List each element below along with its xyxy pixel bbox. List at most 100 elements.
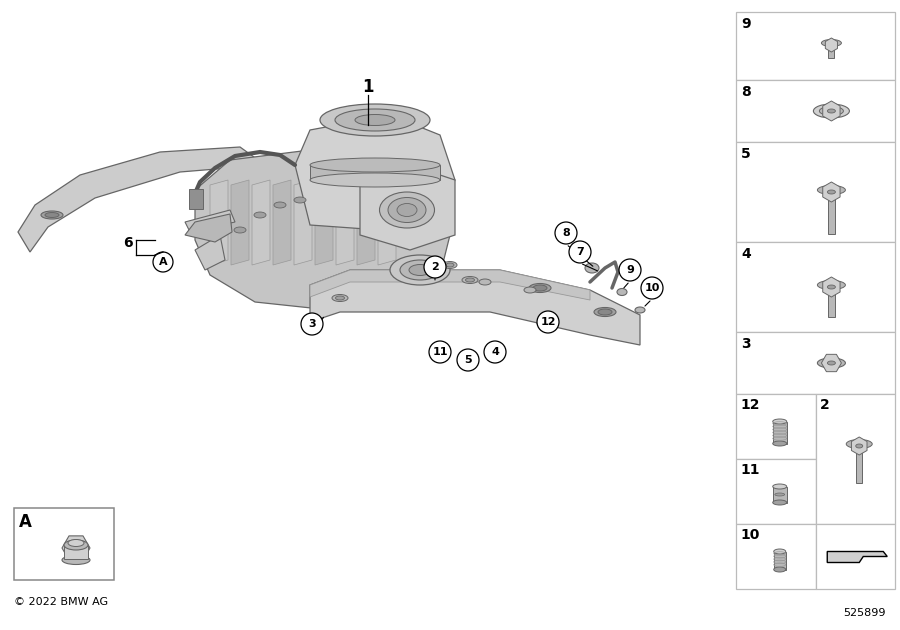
FancyBboxPatch shape: [828, 285, 835, 317]
Text: 12: 12: [540, 317, 556, 327]
Polygon shape: [822, 354, 842, 372]
Circle shape: [429, 341, 451, 363]
FancyBboxPatch shape: [189, 189, 203, 209]
Circle shape: [537, 311, 559, 333]
Circle shape: [457, 349, 479, 371]
FancyBboxPatch shape: [773, 421, 787, 444]
Polygon shape: [273, 180, 291, 265]
Polygon shape: [823, 182, 840, 202]
Ellipse shape: [320, 104, 430, 136]
Ellipse shape: [814, 104, 850, 118]
Ellipse shape: [774, 549, 786, 554]
Ellipse shape: [355, 115, 395, 125]
Polygon shape: [310, 270, 640, 345]
Text: 2: 2: [431, 262, 439, 272]
Circle shape: [484, 341, 506, 363]
Text: 3: 3: [741, 337, 751, 351]
Polygon shape: [195, 150, 450, 310]
Text: 8: 8: [562, 228, 570, 238]
Ellipse shape: [827, 190, 835, 194]
Text: 5: 5: [464, 355, 472, 365]
Ellipse shape: [397, 203, 417, 217]
Ellipse shape: [817, 185, 845, 195]
FancyBboxPatch shape: [310, 165, 440, 180]
Text: 4: 4: [741, 247, 751, 261]
Ellipse shape: [234, 227, 246, 233]
Circle shape: [153, 252, 173, 272]
Text: 11: 11: [740, 463, 760, 477]
Polygon shape: [252, 180, 270, 265]
Ellipse shape: [827, 361, 835, 365]
Polygon shape: [336, 180, 354, 265]
Polygon shape: [310, 270, 590, 300]
Text: 11: 11: [432, 347, 448, 357]
FancyBboxPatch shape: [774, 551, 786, 570]
Text: A: A: [19, 513, 32, 531]
Ellipse shape: [68, 539, 84, 546]
Ellipse shape: [585, 263, 599, 273]
FancyBboxPatch shape: [736, 80, 895, 142]
Ellipse shape: [332, 294, 348, 302]
Ellipse shape: [462, 277, 478, 284]
FancyBboxPatch shape: [64, 545, 88, 559]
Text: A: A: [158, 257, 167, 267]
Ellipse shape: [41, 211, 63, 219]
Polygon shape: [231, 180, 249, 265]
FancyBboxPatch shape: [736, 394, 815, 459]
Ellipse shape: [529, 284, 551, 292]
Text: 12: 12: [740, 398, 760, 412]
Polygon shape: [185, 214, 232, 242]
Text: 3: 3: [308, 319, 316, 329]
FancyBboxPatch shape: [828, 44, 834, 58]
Polygon shape: [195, 235, 225, 270]
Text: 525899: 525899: [843, 608, 886, 618]
Polygon shape: [18, 147, 265, 252]
FancyBboxPatch shape: [736, 12, 895, 80]
Text: 6: 6: [123, 236, 133, 250]
Ellipse shape: [62, 556, 90, 564]
Ellipse shape: [294, 197, 306, 203]
Polygon shape: [827, 551, 887, 563]
Ellipse shape: [465, 278, 474, 282]
Ellipse shape: [822, 40, 842, 47]
FancyBboxPatch shape: [736, 332, 895, 394]
Text: 10: 10: [644, 283, 660, 293]
Ellipse shape: [254, 212, 266, 218]
Ellipse shape: [773, 500, 787, 505]
Circle shape: [569, 241, 591, 263]
Ellipse shape: [827, 285, 835, 289]
Text: 4: 4: [491, 347, 499, 357]
Ellipse shape: [45, 212, 59, 217]
Polygon shape: [294, 180, 312, 265]
Ellipse shape: [64, 540, 88, 550]
Ellipse shape: [773, 484, 787, 489]
Text: 8: 8: [741, 85, 751, 99]
Polygon shape: [823, 277, 840, 297]
Ellipse shape: [443, 261, 457, 268]
FancyBboxPatch shape: [736, 142, 895, 242]
Circle shape: [619, 259, 641, 281]
Ellipse shape: [446, 263, 454, 267]
FancyBboxPatch shape: [736, 242, 895, 332]
FancyBboxPatch shape: [14, 508, 114, 580]
Ellipse shape: [817, 358, 845, 368]
Polygon shape: [295, 115, 455, 230]
FancyBboxPatch shape: [828, 190, 835, 234]
Text: 2: 2: [820, 398, 829, 412]
Circle shape: [424, 256, 446, 278]
Ellipse shape: [774, 567, 786, 572]
Polygon shape: [360, 165, 455, 250]
Circle shape: [641, 277, 663, 299]
Ellipse shape: [380, 192, 435, 228]
Ellipse shape: [533, 285, 547, 291]
Polygon shape: [62, 536, 90, 560]
Polygon shape: [185, 210, 235, 232]
Polygon shape: [823, 101, 840, 121]
Ellipse shape: [310, 173, 440, 187]
Polygon shape: [378, 180, 396, 265]
FancyBboxPatch shape: [856, 445, 862, 483]
Ellipse shape: [336, 296, 345, 300]
Ellipse shape: [817, 280, 845, 290]
Ellipse shape: [479, 279, 491, 285]
Polygon shape: [210, 180, 228, 265]
